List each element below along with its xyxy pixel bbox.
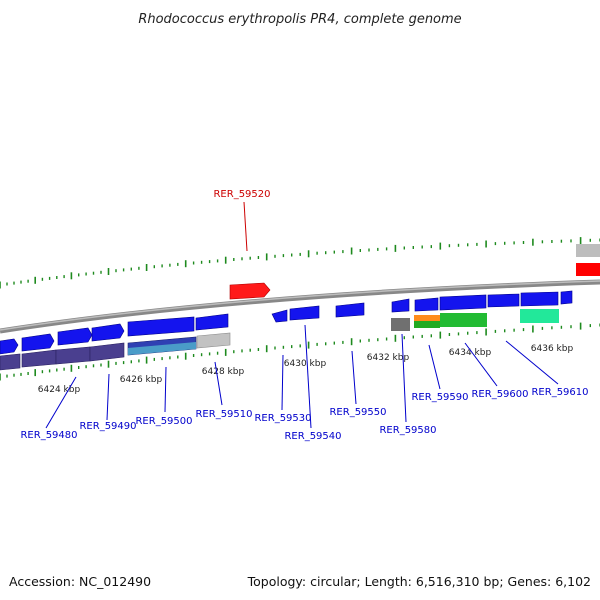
scale-label: 6424 kbp xyxy=(38,385,81,395)
category-block[interactable] xyxy=(391,318,410,331)
gene-labels: RER_59480 RER_59490 RER_59500 RER_59510 … xyxy=(20,189,588,442)
leader-line xyxy=(428,344,441,390)
leader-line xyxy=(106,373,110,421)
genome-summary-text: Topology: circular; Length: 6,516,310 bp… xyxy=(247,574,591,589)
gene-arrow[interactable] xyxy=(335,302,365,318)
leader-line xyxy=(304,324,312,429)
gene-label[interactable]: RER_59610 xyxy=(531,387,588,398)
inner-tick-track xyxy=(0,322,600,381)
scale-label: 6434 kbp xyxy=(449,348,492,358)
category-block[interactable] xyxy=(21,349,57,368)
category-block[interactable] xyxy=(89,342,125,362)
leader-line xyxy=(401,333,407,423)
leader-line xyxy=(243,201,248,252)
gene-arrow[interactable] xyxy=(57,327,93,346)
category-track xyxy=(0,309,559,371)
category-block[interactable] xyxy=(128,342,196,355)
category-block[interactable] xyxy=(520,309,559,323)
forward-strand-genes xyxy=(0,290,573,355)
gene-label[interactable]: RER_59580 xyxy=(379,425,436,436)
leader-line xyxy=(45,376,77,429)
leader-line xyxy=(351,350,357,405)
leader-line xyxy=(214,361,223,406)
gene-label[interactable]: RER_59510 xyxy=(195,409,252,420)
leader-line xyxy=(505,340,559,385)
category-block[interactable] xyxy=(196,332,231,349)
gene-arrow[interactable] xyxy=(560,290,573,305)
label-leaders xyxy=(45,201,559,429)
gene-block-red[interactable] xyxy=(576,263,600,276)
gene-arrow-highlight[interactable] xyxy=(229,282,271,300)
gene-label-highlight[interactable]: RER_59520 xyxy=(213,189,270,200)
gene-label[interactable]: RER_59540 xyxy=(284,431,341,442)
gene-label[interactable]: RER_59500 xyxy=(135,416,192,427)
gene-label[interactable]: RER_59550 xyxy=(329,407,386,418)
gene-block-grey[interactable] xyxy=(576,244,600,257)
gene-arrow[interactable] xyxy=(271,309,288,323)
scale-label: 6430 kbp xyxy=(284,359,327,369)
gene-arrow[interactable] xyxy=(195,313,229,331)
gene-arrow[interactable] xyxy=(520,291,559,307)
scale-label: 6428 kbp xyxy=(202,367,245,377)
gene-arrow[interactable] xyxy=(439,294,487,311)
accession-text: Accession: NC_012490 xyxy=(9,574,151,589)
gene-arrow[interactable] xyxy=(21,333,55,352)
category-block[interactable] xyxy=(440,313,487,327)
scale-label: 6436 kbp xyxy=(531,344,574,354)
gene-arrow[interactable] xyxy=(91,323,125,342)
gene-arrow[interactable] xyxy=(289,305,320,321)
gene-arrow[interactable] xyxy=(414,297,439,312)
map-title: Rhodococcus erythropolis PR4, complete g… xyxy=(138,12,461,27)
gene-label[interactable]: RER_59480 xyxy=(20,430,77,441)
leader-line xyxy=(281,354,284,411)
category-block[interactable] xyxy=(55,346,91,365)
gene-arrow[interactable] xyxy=(391,298,410,313)
category-block[interactable] xyxy=(414,315,440,321)
gene-arrow[interactable] xyxy=(0,338,19,355)
scale-labels: 6424 kbp 6426 kbp 6428 kbp 6430 kbp 6432… xyxy=(38,344,574,395)
genome-backbone-highlight xyxy=(0,280,600,331)
outer-tick-track xyxy=(0,237,600,289)
gene-label[interactable]: RER_59590 xyxy=(411,392,468,403)
gene-label[interactable]: RER_59530 xyxy=(254,413,311,424)
leader-line xyxy=(164,366,167,413)
genome-backbone xyxy=(0,279,600,334)
gene-arrow[interactable] xyxy=(487,293,520,308)
leader-line xyxy=(464,342,498,387)
gene-label[interactable]: RER_59490 xyxy=(79,421,136,432)
gene-arrow[interactable] xyxy=(127,316,195,337)
scale-label: 6432 kbp xyxy=(367,353,410,363)
gene-label[interactable]: RER_59600 xyxy=(471,389,528,400)
category-block[interactable] xyxy=(0,353,21,371)
scale-label: 6426 kbp xyxy=(120,375,163,385)
